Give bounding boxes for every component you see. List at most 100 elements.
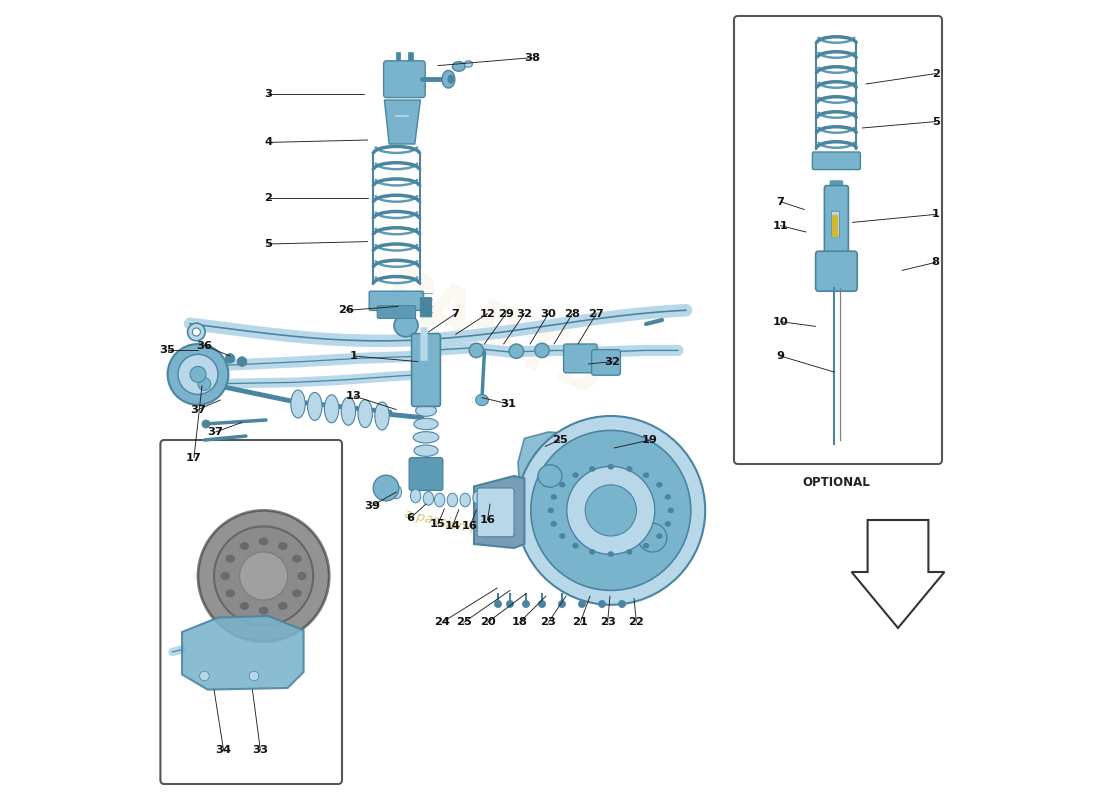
Text: 26: 26 bbox=[338, 306, 354, 315]
Circle shape bbox=[516, 416, 705, 605]
FancyBboxPatch shape bbox=[370, 291, 424, 310]
Ellipse shape bbox=[416, 458, 437, 470]
Ellipse shape bbox=[293, 590, 301, 598]
Ellipse shape bbox=[324, 395, 339, 422]
Ellipse shape bbox=[434, 493, 444, 507]
Text: 1: 1 bbox=[350, 351, 358, 361]
Bar bbox=[408, 52, 414, 60]
Text: 22: 22 bbox=[628, 618, 645, 627]
Ellipse shape bbox=[448, 75, 453, 83]
Ellipse shape bbox=[475, 394, 488, 406]
Text: 4: 4 bbox=[264, 138, 273, 147]
FancyBboxPatch shape bbox=[832, 211, 839, 237]
Text: 7: 7 bbox=[452, 309, 460, 318]
FancyBboxPatch shape bbox=[384, 61, 426, 98]
Ellipse shape bbox=[550, 494, 557, 500]
Ellipse shape bbox=[278, 602, 287, 610]
Ellipse shape bbox=[642, 543, 649, 549]
Circle shape bbox=[240, 552, 287, 600]
Ellipse shape bbox=[668, 508, 674, 514]
Text: 29: 29 bbox=[498, 309, 514, 318]
Text: 11: 11 bbox=[772, 221, 789, 230]
Text: 1: 1 bbox=[932, 210, 939, 219]
Text: 16: 16 bbox=[462, 522, 477, 531]
Ellipse shape bbox=[192, 328, 200, 336]
Ellipse shape bbox=[464, 61, 472, 67]
FancyBboxPatch shape bbox=[420, 327, 428, 361]
Ellipse shape bbox=[375, 402, 389, 430]
FancyBboxPatch shape bbox=[830, 181, 843, 188]
Text: 6: 6 bbox=[406, 514, 414, 523]
Circle shape bbox=[214, 526, 314, 626]
Circle shape bbox=[566, 466, 654, 554]
Text: 5: 5 bbox=[932, 117, 939, 126]
Circle shape bbox=[250, 671, 258, 681]
Ellipse shape bbox=[414, 432, 439, 443]
Ellipse shape bbox=[559, 482, 565, 487]
FancyBboxPatch shape bbox=[477, 488, 514, 537]
Circle shape bbox=[638, 523, 667, 552]
Ellipse shape bbox=[202, 420, 210, 428]
Ellipse shape bbox=[414, 472, 438, 483]
Text: 32: 32 bbox=[517, 309, 532, 318]
Ellipse shape bbox=[559, 534, 565, 539]
Ellipse shape bbox=[579, 600, 585, 608]
Text: 21: 21 bbox=[572, 618, 588, 627]
Ellipse shape bbox=[470, 343, 484, 358]
Ellipse shape bbox=[548, 508, 554, 514]
Ellipse shape bbox=[258, 606, 268, 614]
Text: 37: 37 bbox=[208, 427, 223, 437]
FancyBboxPatch shape bbox=[377, 306, 416, 318]
Text: 35: 35 bbox=[160, 346, 176, 355]
Text: 37: 37 bbox=[190, 405, 206, 414]
FancyBboxPatch shape bbox=[815, 251, 857, 291]
Text: 5: 5 bbox=[264, 239, 273, 249]
Text: 33: 33 bbox=[252, 746, 268, 755]
Ellipse shape bbox=[538, 465, 562, 487]
Text: 7: 7 bbox=[777, 197, 784, 206]
Text: OPTIONAL: OPTIONAL bbox=[803, 476, 870, 489]
FancyBboxPatch shape bbox=[161, 440, 342, 784]
FancyBboxPatch shape bbox=[734, 16, 942, 464]
Text: 23: 23 bbox=[540, 618, 557, 627]
Ellipse shape bbox=[188, 323, 206, 341]
FancyBboxPatch shape bbox=[420, 298, 431, 317]
Text: 27: 27 bbox=[588, 309, 604, 318]
Text: 25: 25 bbox=[552, 435, 568, 445]
Ellipse shape bbox=[358, 400, 373, 427]
FancyBboxPatch shape bbox=[563, 344, 597, 373]
Text: 17: 17 bbox=[186, 453, 202, 462]
Text: 8: 8 bbox=[932, 258, 939, 267]
Text: 31: 31 bbox=[500, 399, 516, 409]
Ellipse shape bbox=[297, 572, 307, 580]
Polygon shape bbox=[182, 616, 304, 690]
Ellipse shape bbox=[656, 534, 662, 539]
Text: 34: 34 bbox=[216, 746, 232, 755]
Text: a passion for parts since 1985: a passion for parts since 1985 bbox=[404, 507, 601, 565]
Ellipse shape bbox=[572, 472, 579, 478]
Text: 16: 16 bbox=[480, 515, 495, 525]
Polygon shape bbox=[384, 100, 420, 144]
Ellipse shape bbox=[198, 378, 211, 390]
Text: PARTS: PARTS bbox=[372, 261, 616, 411]
Ellipse shape bbox=[442, 70, 454, 88]
Ellipse shape bbox=[642, 472, 649, 478]
Text: 2: 2 bbox=[264, 194, 273, 203]
Ellipse shape bbox=[626, 466, 632, 472]
FancyBboxPatch shape bbox=[409, 458, 443, 490]
Ellipse shape bbox=[509, 344, 524, 358]
Text: 39: 39 bbox=[364, 501, 381, 510]
Ellipse shape bbox=[572, 543, 579, 549]
Ellipse shape bbox=[394, 314, 418, 337]
Ellipse shape bbox=[424, 491, 433, 506]
Circle shape bbox=[531, 430, 691, 590]
Text: 32: 32 bbox=[605, 357, 620, 366]
Polygon shape bbox=[851, 520, 945, 628]
Ellipse shape bbox=[290, 390, 305, 418]
Ellipse shape bbox=[308, 392, 322, 421]
Circle shape bbox=[198, 510, 329, 642]
Ellipse shape bbox=[240, 542, 250, 550]
Ellipse shape bbox=[664, 494, 671, 500]
Text: 2: 2 bbox=[932, 69, 939, 78]
Ellipse shape bbox=[607, 464, 614, 470]
